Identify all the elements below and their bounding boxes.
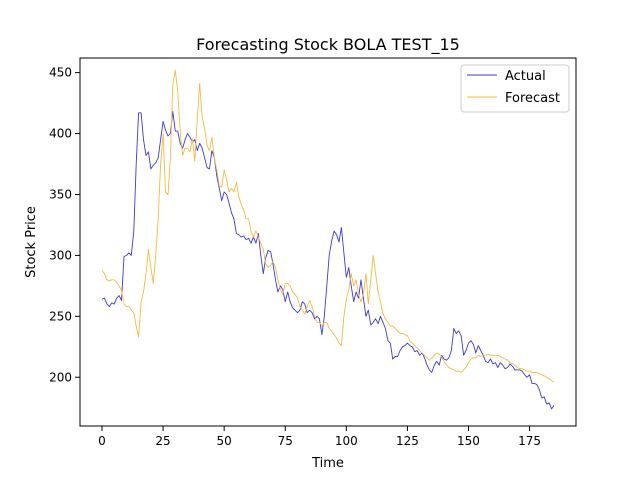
- y-tick-label: 450: [49, 66, 72, 80]
- legend: Actual Forecast: [460, 64, 570, 113]
- legend-label-actual: Actual: [505, 69, 546, 84]
- legend-frame: [460, 64, 570, 113]
- plot-area: [80, 58, 576, 426]
- y-tick-label: 200: [49, 370, 72, 384]
- series-layer: [101, 69, 555, 410]
- plot-frame: [79, 57, 577, 427]
- x-tick-label: 50: [217, 434, 232, 448]
- x-axis-label: Time: [311, 456, 344, 471]
- x-axis: 0 25 50 75 100 125 150 175: [98, 426, 541, 448]
- x-tick-label: 150: [457, 434, 480, 448]
- x-tick-label: 100: [335, 434, 358, 448]
- x-tick-label: 25: [155, 434, 170, 448]
- chart-title: Forecasting Stock BOLA TEST_15: [196, 35, 460, 55]
- x-tick-label: 0: [98, 434, 106, 448]
- x-tick-label: 75: [278, 434, 293, 448]
- x-tick-label: 125: [396, 434, 419, 448]
- series-line-forecast: [101, 69, 555, 383]
- legend-label-forecast: Forecast: [505, 91, 560, 106]
- y-tick-label: 400: [49, 127, 72, 141]
- y-tick-label: 300: [49, 248, 72, 262]
- x-tick-label: 175: [518, 434, 541, 448]
- y-axis-label: Stock Price: [24, 206, 39, 278]
- y-tick-label: 250: [49, 309, 72, 323]
- y-tick-label: 350: [49, 187, 72, 201]
- series-line-actual: [101, 111, 555, 410]
- y-axis: 200 250 300 350 400 450: [49, 66, 80, 384]
